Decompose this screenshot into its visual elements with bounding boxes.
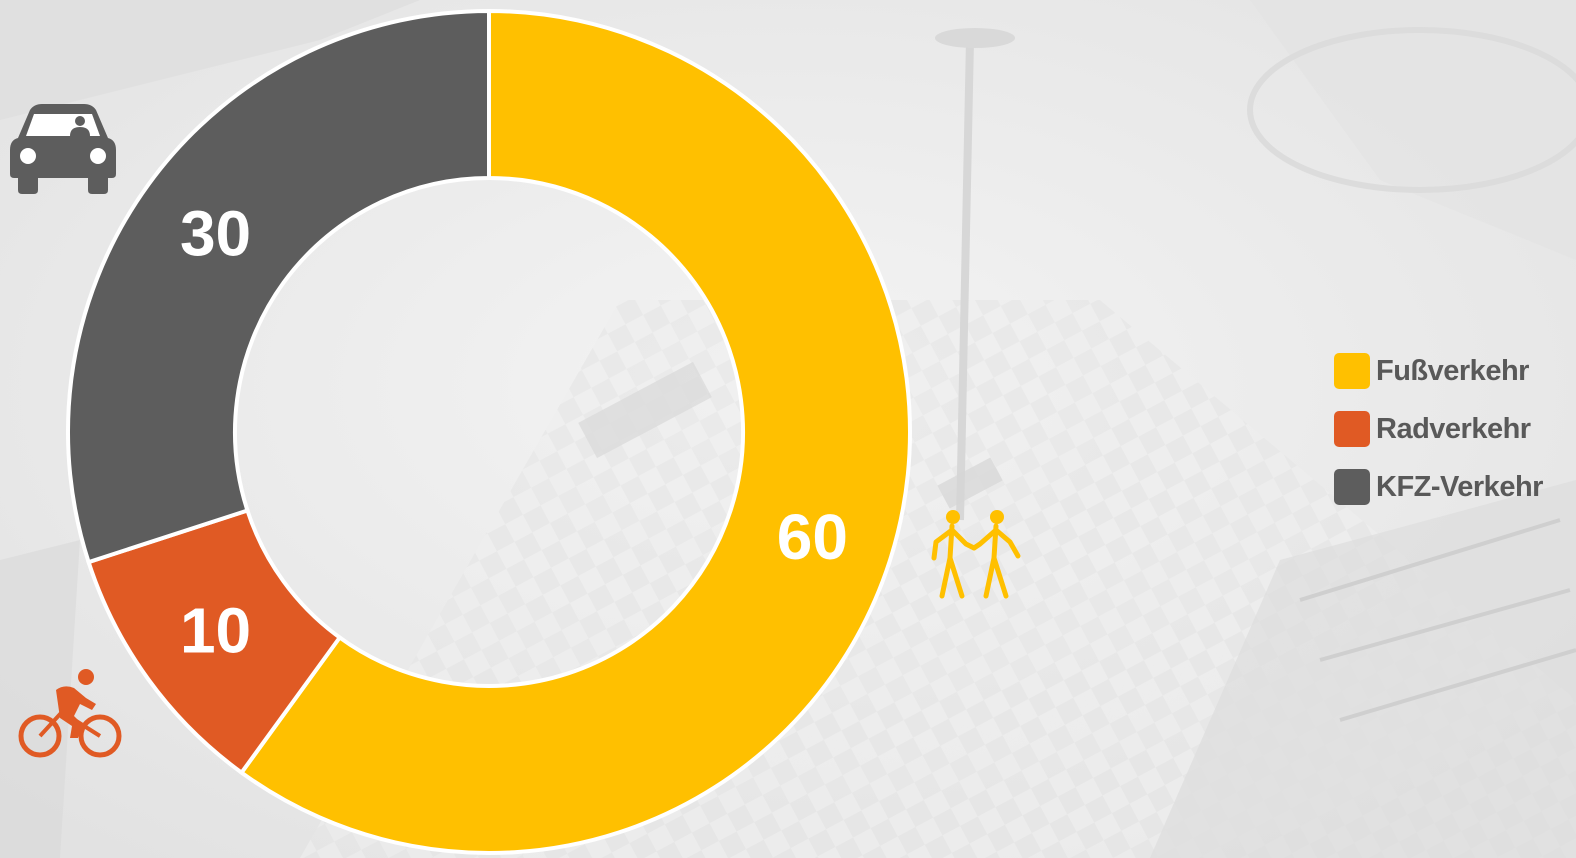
car-icon [10, 104, 116, 194]
legend-swatch-fussverkehr [1334, 353, 1370, 389]
legend-label-fussverkehr: Fußverkehr [1376, 354, 1529, 387]
data-label-kfz-verkehr: 30 [180, 197, 251, 269]
legend: Fußverkehr Radverkehr KFZ-Verkehr [1334, 352, 1543, 506]
legend-label-radverkehr: Radverkehr [1376, 412, 1531, 445]
legend-item-fussverkehr: Fußverkehr [1334, 352, 1543, 390]
donut-slice-kfz-verkehr [66, 8, 491, 565]
legend-label-kfz-verkehr: KFZ-Verkehr [1376, 470, 1543, 503]
data-label-fussverkehr: 60 [777, 501, 848, 573]
legend-item-kfz-verkehr: KFZ-Verkehr [1334, 468, 1543, 506]
data-label-radverkehr: 10 [180, 595, 251, 667]
donut-slices [66, 8, 912, 855]
cyclist-icon [18, 669, 122, 758]
donut-slice-fussverkehr [238, 8, 912, 855]
pedestrians-icon [931, 510, 1021, 599]
data-labels: 60 10 30 [180, 197, 848, 666]
legend-swatch-kfz-verkehr [1334, 469, 1370, 505]
legend-swatch-radverkehr [1334, 411, 1370, 447]
legend-item-radverkehr: Radverkehr [1334, 410, 1543, 448]
